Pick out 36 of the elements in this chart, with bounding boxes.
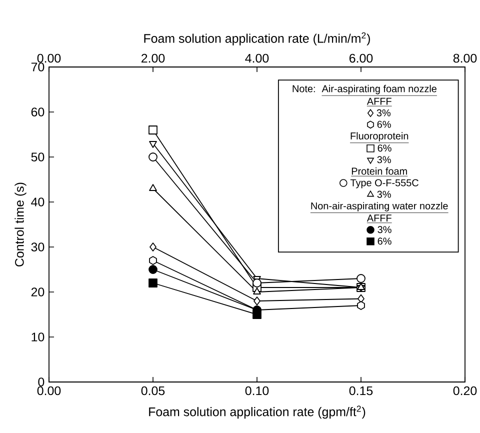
- x-tick-label: 0.15: [349, 386, 373, 396]
- legend-label: Type O-F-555C: [350, 179, 418, 188]
- x2-tick-label: 8.00: [453, 54, 477, 63]
- legend-label: 3%: [376, 109, 391, 116]
- annotation: AFFF: [366, 98, 392, 105]
- x2-tick-label: 4.00: [245, 54, 269, 63]
- annotation: Non-air-aspirating water nozzle: [311, 202, 448, 212]
- y-tick-label: 20: [31, 288, 44, 296]
- x-tick-label: 0.00: [37, 386, 61, 396]
- legend-label: 6%: [378, 144, 392, 152]
- y-tick-label: 60: [31, 108, 44, 116]
- legend-label: 6%: [377, 120, 391, 128]
- y-tick-label: 40: [31, 198, 44, 206]
- y-tick-label: 70: [31, 62, 44, 72]
- y-tick-label: 0: [38, 378, 44, 386]
- legend-label: 3%: [378, 226, 392, 234]
- x-tick-label: 0.10: [245, 386, 269, 396]
- x-tick-label: 0.05: [141, 386, 165, 396]
- y-tick-label: 10: [32, 332, 44, 342]
- annotation: Protein foam: [352, 167, 407, 175]
- legend-title: Note:: [292, 85, 315, 92]
- x2-axis-title: Foam solution application rate (L/min/m$^{2}$): [144, 32, 370, 46]
- annotation: Fluoroprotein: [350, 132, 408, 142]
- x-tick-label: 0.20: [453, 386, 477, 396]
- legend-label: 3%: [377, 156, 391, 164]
- x2-tick-label: 2.00: [142, 54, 165, 63]
- annotation: AFFF: [366, 214, 392, 222]
- x2-tick-label: 6.00: [350, 54, 373, 63]
- y-tick-label: 50: [31, 152, 44, 162]
- annotation: Air-aspirating foam nozzle: [322, 84, 436, 94]
- x-axis-title: Foam solution application rate (gpm/ft$^{2}$): [149, 406, 366, 419]
- legend-label: 6%: [378, 238, 392, 245]
- y-tick-label: 30: [31, 242, 44, 252]
- legend-label: 3%: [377, 190, 391, 198]
- y-axis-title: Control time (s): [14, 182, 26, 266]
- x2-tick-label: 0.00: [37, 54, 61, 63]
